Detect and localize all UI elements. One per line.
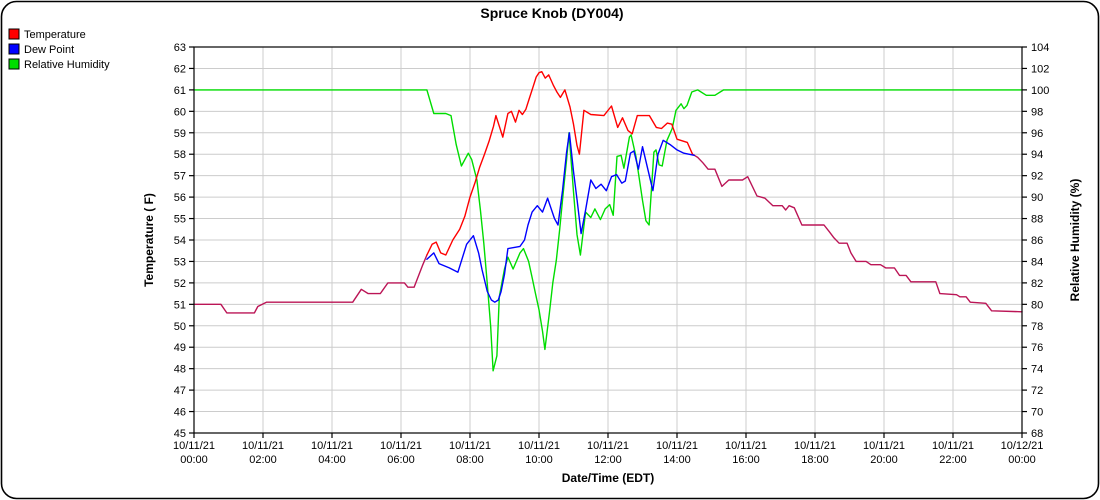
x-tick-label-time: 18:00 [801, 454, 829, 466]
y-tick-label-right: 70 [1031, 407, 1043, 419]
y-tick-label-left: 46 [174, 407, 186, 419]
y-tick-label-right: 76 [1031, 342, 1043, 354]
x-tick-label-date: 10/11/21 [725, 440, 767, 452]
chart-title: Spruce Knob (DY004) [480, 5, 623, 21]
y-tick-label-left: 59 [174, 128, 186, 140]
y-tick-label-right: 72 [1031, 385, 1043, 397]
x-tick-label-date: 10/11/21 [380, 440, 422, 452]
y-axis-right-ticks: 104 102 100 98 96 94 92 90 88 86 84 82 80 78 76 74 72 70 6… [1022, 42, 1049, 440]
x-tick-label-time: 00:00 [1008, 454, 1036, 466]
x-tick-label-time: 16:00 [732, 454, 760, 466]
series-temp-dew-merged-am [193, 254, 428, 314]
y-tick-label-left: 53 [174, 256, 186, 268]
y-tick-label-right: 74 [1031, 364, 1043, 376]
y-tick-label-right: 80 [1031, 299, 1043, 311]
y-tick-label-left: 58 [174, 149, 186, 161]
x-tick-label-time: 22:00 [939, 454, 967, 466]
x-tick-label-date: 10/12/21 [1001, 440, 1044, 452]
y-tick-label-right: 86 [1031, 235, 1043, 247]
series-lines [193, 70, 1023, 372]
y-tick-label-right: 92 [1031, 171, 1043, 183]
y-tick-label-left: 63 [174, 42, 186, 54]
x-tick-label-date: 10/11/21 [656, 440, 698, 452]
y-tick-label-right: 96 [1031, 128, 1043, 140]
x-tick-label-time: 02:00 [249, 454, 277, 466]
y-tick-label-right: 100 [1031, 85, 1049, 97]
x-axis-ticks: 10/11/21 00:00 10/11/21 02:00 10/11/21 04:00 1… [173, 433, 1043, 466]
y-tick-label-right: 94 [1031, 149, 1043, 161]
series-dew-point [426, 132, 695, 303]
y-tick-label-left: 54 [174, 235, 186, 247]
legend: Temperature Dew Point Relative Humidity [8, 28, 110, 71]
y-tick-label-left: 62 [174, 63, 186, 75]
y-tick-label-left: 45 [174, 428, 186, 440]
y-tick-label-right: 78 [1031, 321, 1043, 333]
y-tick-label-right: 102 [1031, 63, 1049, 75]
y-tick-label-right: 90 [1031, 192, 1043, 204]
y-tick-label-left: 51 [174, 299, 186, 311]
x-tick-label-time: 04:00 [318, 454, 346, 466]
y-tick-label-right: 98 [1031, 106, 1043, 118]
y-tick-label-left: 61 [174, 85, 186, 97]
y-tick-label-left: 48 [174, 364, 186, 376]
legend-swatch-dew-point [8, 43, 20, 55]
x-tick-label-time: 12:00 [594, 454, 622, 466]
series-relative-humidity [193, 89, 1023, 372]
y-axis-left-ticks: 63 62 61 60 59 58 57 56 55 54 53 52 51 50 49 48 47 46 45 [174, 42, 194, 440]
x-tick-label-time: 20:00 [870, 454, 898, 466]
legend-swatch-temperature [8, 28, 20, 40]
legend-swatch-relative-humidity [8, 58, 20, 70]
x-tick-label-time: 08:00 [456, 454, 484, 466]
y-tick-label-left: 60 [174, 106, 186, 118]
legend-label-temperature: Temperature [24, 29, 86, 41]
x-tick-label-time: 06:00 [387, 454, 415, 466]
y-tick-label-left: 52 [174, 278, 186, 290]
y-tick-label-right: 88 [1031, 214, 1043, 226]
y-tick-label-left: 56 [174, 192, 186, 204]
y-tick-label-left: 47 [174, 385, 186, 397]
x-tick-label-time: 10:00 [525, 454, 553, 466]
y-tick-label-right: 84 [1031, 256, 1043, 268]
series-temperature [426, 70, 695, 256]
series-temp-dew-merged-pm [693, 154, 1023, 313]
x-tick-label-date: 10/11/21 [242, 440, 284, 452]
x-tick-label-time: 14:00 [663, 454, 691, 466]
y-axis-left-title: Temperature ( F) [142, 193, 156, 287]
y-tick-label-right: 68 [1031, 428, 1043, 440]
x-tick-label-date: 10/11/21 [932, 440, 974, 452]
y-tick-label-left: 50 [174, 321, 186, 333]
legend-label-relative-humidity: Relative Humidity [24, 59, 110, 71]
x-tick-label-date: 10/11/21 [173, 440, 215, 452]
x-axis-title: Date/Time (EDT) [562, 471, 654, 485]
y-tick-label-right: 82 [1031, 278, 1043, 290]
y-tick-label-left: 55 [174, 214, 186, 226]
y-tick-label-right: 104 [1031, 42, 1049, 54]
y-tick-label-left: 57 [174, 171, 186, 183]
x-tick-label-date: 10/11/21 [794, 440, 836, 452]
x-tick-label-date: 10/11/21 [311, 440, 353, 452]
y-tick-label-left: 49 [174, 342, 186, 354]
y-axis-right-title: Relative Humidity (%) [1068, 179, 1082, 302]
x-tick-label-date: 10/11/21 [587, 440, 629, 452]
x-tick-label-date: 10/11/21 [863, 440, 905, 452]
plot-grid [193, 46, 1023, 434]
x-tick-label-date: 10/11/21 [518, 440, 560, 452]
x-tick-label-time: 00:00 [180, 454, 208, 466]
legend-label-dew-point: Dew Point [24, 44, 74, 56]
x-tick-label-date: 10/11/21 [449, 440, 491, 452]
